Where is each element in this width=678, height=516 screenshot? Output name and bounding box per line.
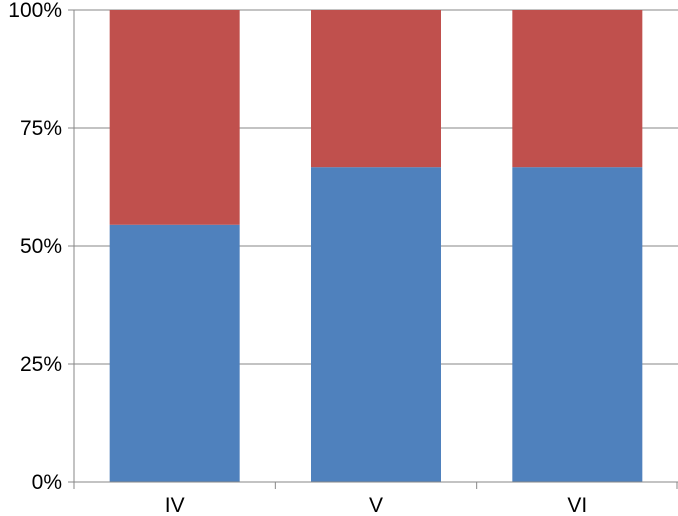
x-tick-label: V — [369, 494, 383, 516]
bar-segment-VI-series-1 — [512, 167, 643, 482]
bar-segment-IV-series-2 — [109, 10, 240, 225]
bar-segment-VI-series-2 — [512, 10, 643, 168]
bar-segment-V-series-2 — [311, 10, 441, 168]
y-tick-label: 100% — [8, 0, 62, 22]
axes — [68, 9, 678, 489]
tick-labels: 0% 25% 50% 75% 100% IV V VI — [8, 0, 587, 516]
x-tick-label: VI — [567, 494, 587, 516]
y-tick-label: 75% — [20, 117, 62, 140]
bars — [109, 10, 643, 482]
y-tick-label: 25% — [20, 353, 62, 376]
y-tick-label: 50% — [20, 235, 62, 258]
bar-segment-IV-series-1 — [109, 224, 240, 482]
y-tick-label: 0% — [32, 471, 62, 494]
x-tick-label: IV — [165, 494, 185, 516]
bar-segment-V-series-1 — [311, 167, 441, 482]
